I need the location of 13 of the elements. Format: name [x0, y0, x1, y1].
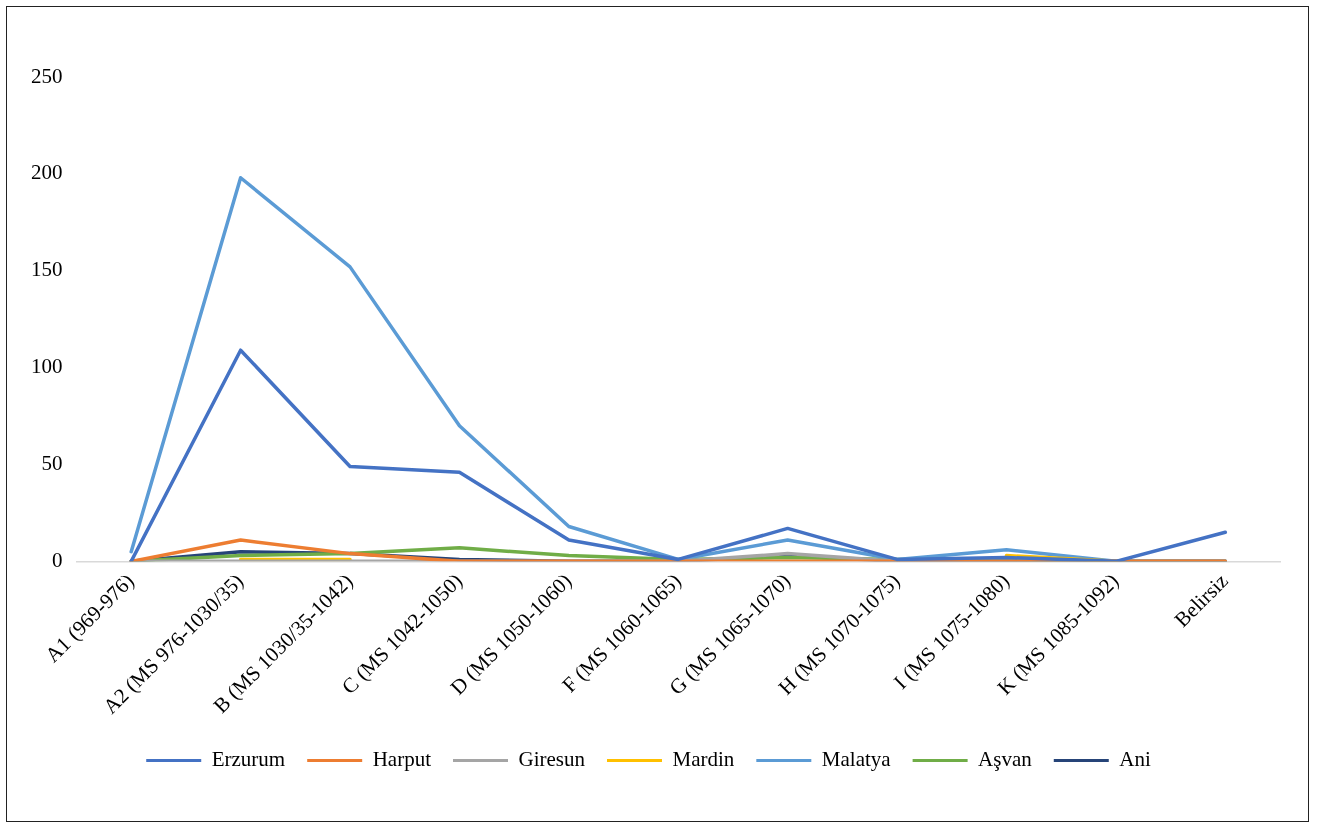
y-tick-label: 50: [41, 451, 63, 476]
legend-label: Ani: [1119, 747, 1151, 772]
legend-label: Malatya: [821, 747, 892, 772]
legend-label: Harput: [372, 747, 432, 772]
y-tick-label: 0: [52, 547, 63, 572]
legend-label: Aşvan: [978, 747, 1033, 772]
legend-label: Mardin: [672, 747, 735, 772]
y-tick-label: 250: [31, 63, 63, 88]
legend-label: Giresun: [518, 747, 586, 772]
y-tick-label: 100: [31, 354, 63, 379]
y-tick-label: 200: [31, 160, 63, 185]
y-tick-label: 150: [31, 257, 63, 282]
legend-label: Erzurum: [211, 747, 286, 772]
